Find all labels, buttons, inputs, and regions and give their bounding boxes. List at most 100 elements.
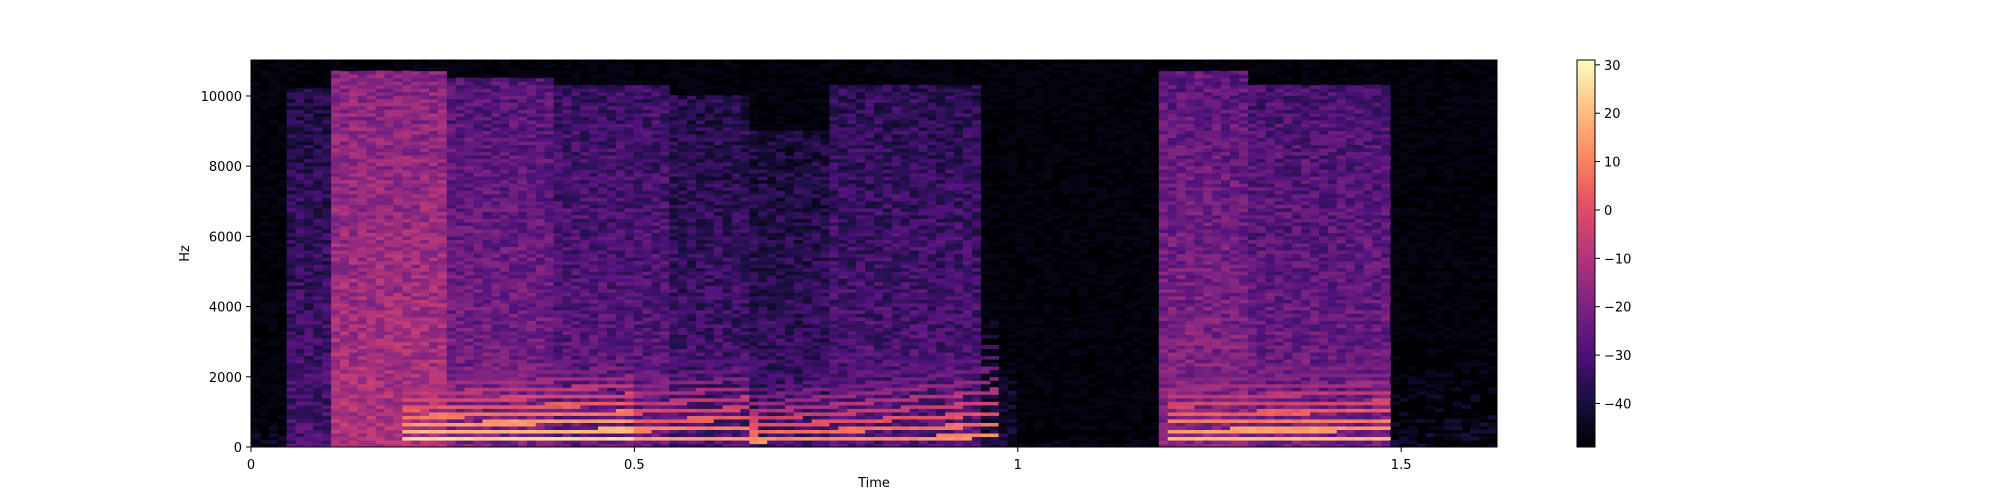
spectrogram-cell: [633, 154, 644, 160]
spectrogram-cell: [553, 235, 564, 241]
spectrogram-cell: [553, 126, 564, 131]
spectrogram-cell: [535, 126, 546, 131]
spectrogram-cell: [286, 267, 297, 272]
spectrogram-cell: [518, 299, 528, 304]
spectrogram-cell: [482, 299, 492, 304]
spectrogram-cell: [384, 352, 394, 357]
spectrogram-cell: [642, 334, 653, 339]
spectrogram-cell: [624, 411, 635, 416]
spectrogram-cell: [420, 383, 430, 388]
spectrogram-cell: [286, 257, 297, 262]
spectrogram-cell: [571, 327, 581, 332]
spectrogram-cell: [571, 373, 581, 378]
spectrogram-cell: [580, 359, 590, 364]
spectrogram-cell: [322, 154, 332, 160]
spectrogram-cell: [571, 102, 581, 107]
spectrogram-cell: [393, 207, 403, 212]
spectrogram-cell: [393, 95, 403, 100]
spectrogram-cell: [553, 313, 564, 318]
spectrogram-cell: [411, 257, 421, 262]
spectrogram-cell: [580, 313, 590, 318]
spectrogram-cell: [660, 116, 670, 121]
spectrogram-cell: [642, 88, 653, 93]
spectrogram-cell: [331, 344, 341, 350]
spectrogram-cell: [553, 383, 564, 388]
spectrogram-cell: [384, 401, 394, 406]
spectrogram-cell: [678, 274, 688, 279]
spectrogram-cell: [598, 126, 608, 131]
spectrogram-cell: [393, 408, 403, 413]
spectrogram-cell: [580, 344, 590, 350]
spectrogram-cell: [580, 429, 590, 434]
spectrogram-cell: [402, 267, 412, 272]
spectrogram-cell: [357, 320, 368, 325]
spectrogram-cell: [437, 376, 448, 381]
spectrogram-cell: [357, 330, 368, 336]
spectrogram-cell: [295, 172, 305, 177]
spectrogram-cell: [509, 105, 519, 110]
spectrogram-cell: [500, 200, 510, 205]
spectrogram-cell: [375, 158, 386, 163]
spectrogram-cell: [615, 383, 626, 388]
spectrogram-cell: [589, 376, 599, 381]
spectrogram-cell: [642, 225, 653, 230]
spectrogram-cell: [464, 169, 475, 174]
spectrogram-cell: [562, 186, 572, 191]
spectrogram-cell: [491, 401, 501, 406]
spectrogram-cell: [384, 88, 394, 93]
spectrogram-cell: [286, 112, 297, 117]
spectrogram-cell: [526, 302, 537, 307]
spectrogram-cell: [589, 84, 599, 89]
spectrogram-cell: [607, 330, 617, 336]
spectrogram-cell: [544, 401, 555, 406]
spectrogram-cell: [420, 404, 430, 409]
spectrogram-cell: [313, 320, 323, 325]
spectrogram-cell: [340, 119, 350, 124]
spectrogram-cell: [429, 323, 439, 328]
spectrogram-cell: [544, 116, 555, 121]
spectrogram-cell: [251, 260, 261, 265]
spectrogram-cell: [607, 98, 617, 103]
spectrogram-cell: [402, 144, 412, 149]
spectrogram-cell: [340, 147, 350, 153]
spectrogram-cell: [500, 260, 510, 265]
spectrogram-cell: [340, 285, 350, 290]
spectrogram-cell: [357, 112, 368, 117]
spectrogram-cell: [348, 274, 359, 279]
spectrogram-cell: [580, 197, 590, 202]
spectrogram-cell: [331, 242, 341, 248]
spectrogram-cell: [526, 429, 537, 434]
spectrogram-cell: [375, 137, 386, 142]
spectrogram-cell: [259, 380, 270, 385]
spectrogram-cell: [589, 81, 599, 86]
spectrogram-cell: [340, 81, 350, 86]
spectrogram-cell: [295, 257, 305, 262]
spectrogram-cell: [642, 285, 653, 290]
spectrogram-cell: [651, 119, 661, 124]
spectrogram-cell: [446, 292, 457, 297]
spectrogram-cell: [455, 334, 466, 339]
spectrogram-cell: [295, 348, 305, 353]
spectrogram-cell: [562, 366, 572, 371]
spectrogram-cell: [571, 323, 581, 328]
spectrogram-cell: [331, 102, 341, 107]
spectrogram-cell: [464, 84, 475, 89]
spectrogram-cell: [411, 169, 421, 174]
spectrogram-cell: [544, 70, 555, 75]
spectrogram-cell: [313, 309, 323, 314]
spectrogram-cell: [624, 309, 635, 314]
spectrogram-cell: [304, 207, 314, 212]
spectrogram-cell: [651, 401, 661, 406]
spectrogram-cell: [500, 330, 510, 336]
spectrogram-cell: [464, 176, 475, 181]
spectrogram-cell: [384, 394, 394, 399]
spectrogram-cell: [393, 183, 403, 188]
spectrogram-cell: [509, 221, 519, 226]
spectrogram-cell: [286, 387, 297, 392]
spectrogram-cell: [446, 425, 457, 431]
spectrogram-cell: [420, 126, 430, 131]
spectrogram-cell: [286, 165, 297, 170]
spectrogram-cell: [633, 260, 644, 265]
spectrogram-cell: [500, 295, 510, 300]
spectrogram-cell: [660, 162, 670, 167]
